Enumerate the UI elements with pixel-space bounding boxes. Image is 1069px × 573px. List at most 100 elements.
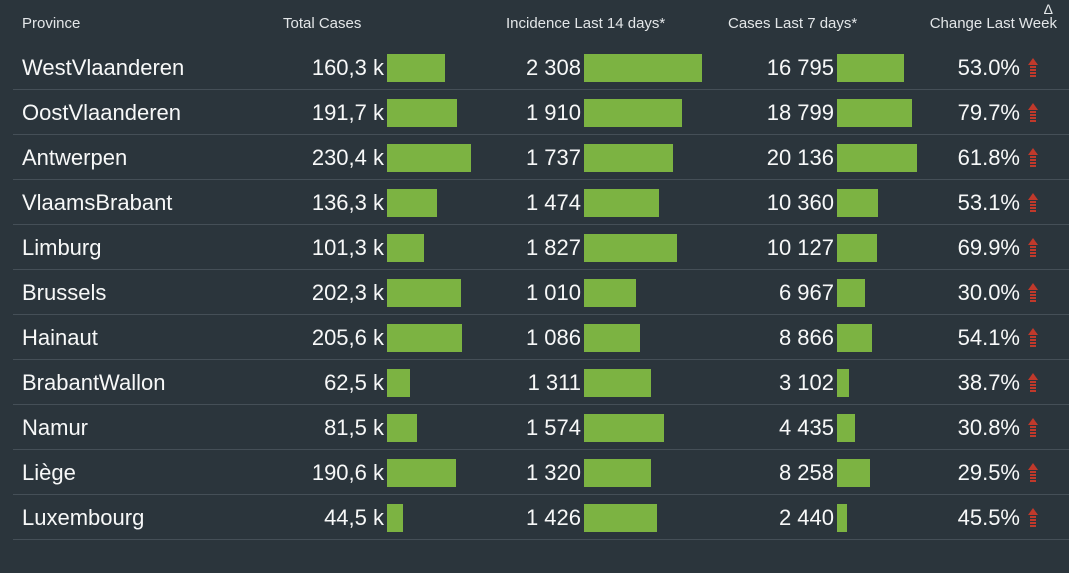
change-value: 54.1% <box>957 324 1020 350</box>
column-header-cases-7d[interactable]: Cases Last 7 days* <box>728 15 858 32</box>
trend-up-arrow-icon <box>1027 328 1038 347</box>
trend-up-arrow-icon <box>1027 103 1038 122</box>
total-cases-value: 44,5 k <box>324 504 384 530</box>
change-value: 30.8% <box>957 414 1020 440</box>
trend-up-arrow-icon <box>1027 463 1038 482</box>
change-value: 61.8% <box>957 144 1020 170</box>
incidence-value: 1 086 <box>525 324 581 350</box>
total-cases-value: 62,5 k <box>324 369 384 395</box>
cases-7d-bar <box>837 53 904 82</box>
table-header: Province Total Cases Incidence Last 14 d… <box>0 0 1069 45</box>
incidence-value: 2 308 <box>525 54 581 80</box>
province-name: BrabantWallon <box>22 369 166 395</box>
total-cases-bar <box>387 503 403 532</box>
table-row: OostVlaanderen 191,7 k 1 910 18 799 79.7… <box>0 90 1069 135</box>
incidence-value: 1 010 <box>525 279 581 305</box>
trend-up-arrow-icon <box>1027 373 1038 392</box>
province-name: OostVlaanderen <box>22 99 181 125</box>
table-row: Liège 190,6 k 1 320 8 258 29.5% <box>0 450 1069 495</box>
change-value: 69.9% <box>957 234 1020 260</box>
table-row: Limburg 101,3 k 1 827 10 127 69.9% <box>0 225 1069 270</box>
cases-7d-value: 10 127 <box>766 234 834 260</box>
table-row: Antwerpen 230,4 k 1 737 20 136 61.8% <box>0 135 1069 180</box>
incidence-bar <box>584 188 659 217</box>
cases-7d-value: 2 440 <box>778 504 834 530</box>
change-value: 29.5% <box>957 459 1020 485</box>
incidence-bar <box>584 98 682 127</box>
column-header-incidence-14d[interactable]: Incidence Last 14 days* <box>506 15 666 32</box>
incidence-value: 1 827 <box>525 234 581 260</box>
province-name: Hainaut <box>22 324 98 350</box>
total-cases-value: 190,6 k <box>311 459 384 485</box>
incidence-bar <box>584 323 640 352</box>
incidence-bar <box>584 233 677 262</box>
cases-7d-value: 20 136 <box>766 144 834 170</box>
change-value: 30.0% <box>957 279 1020 305</box>
table-body: WestVlaanderen 160,3 k 2 308 16 795 53.0… <box>0 45 1069 540</box>
column-header-total-cases[interactable]: Total Cases <box>283 15 362 32</box>
table-row: Luxembourg 44,5 k 1 426 2 440 45.5% <box>0 495 1069 540</box>
table-row: Brussels 202,3 k 1 010 6 967 30.0% <box>0 270 1069 315</box>
cases-7d-bar <box>837 143 917 172</box>
total-cases-bar <box>387 458 456 487</box>
total-cases-bar <box>387 278 461 307</box>
trend-up-arrow-icon <box>1027 283 1038 302</box>
cases-7d-value: 10 360 <box>766 189 834 215</box>
cases-7d-value: 8 258 <box>778 459 834 485</box>
change-value: 53.0% <box>957 54 1020 80</box>
table-row: VlaamsBrabant 136,3 k 1 474 10 360 53.1% <box>0 180 1069 225</box>
province-name: Namur <box>22 414 89 440</box>
incidence-bar <box>584 458 651 487</box>
change-value: 45.5% <box>957 504 1020 530</box>
incidence-bar <box>584 413 664 442</box>
province-name: WestVlaanderen <box>22 54 185 80</box>
incidence-value: 1 474 <box>525 189 581 215</box>
total-cases-bar <box>387 233 424 262</box>
province-name: VlaamsBrabant <box>22 189 173 215</box>
cases-7d-bar <box>837 278 865 307</box>
column-header-province[interactable]: Province <box>22 15 81 32</box>
trend-up-arrow-icon <box>1027 418 1038 437</box>
total-cases-value: 81,5 k <box>324 414 384 440</box>
table-row: WestVlaanderen 160,3 k 2 308 16 795 53.0… <box>0 45 1069 90</box>
incidence-value: 1 910 <box>525 99 581 125</box>
incidence-value: 1 737 <box>525 144 581 170</box>
cases-7d-bar <box>837 98 912 127</box>
cases-7d-value: 8 866 <box>778 324 834 350</box>
incidence-bar <box>584 143 673 172</box>
change-value: 38.7% <box>957 369 1020 395</box>
total-cases-bar <box>387 98 457 127</box>
cases-7d-bar <box>837 188 878 217</box>
total-cases-bar <box>387 188 437 217</box>
total-cases-bar <box>387 53 445 82</box>
column-header-change-last-week[interactable]: Change Last Week <box>929 15 1057 32</box>
cases-7d-value: 16 795 <box>766 54 834 80</box>
table-row: BrabantWallon 62,5 k 1 311 3 102 38.7% <box>0 360 1069 405</box>
cases-7d-value: 3 102 <box>778 369 834 395</box>
trend-up-arrow-icon <box>1027 508 1038 527</box>
incidence-bar <box>584 278 636 307</box>
change-value: 79.7% <box>957 99 1020 125</box>
cases-7d-bar <box>837 233 877 262</box>
cases-7d-value: 4 435 <box>778 414 834 440</box>
total-cases-bar <box>387 143 471 172</box>
trend-up-arrow-icon <box>1027 238 1038 257</box>
province-name: Limburg <box>22 234 102 260</box>
total-cases-value: 160,3 k <box>311 54 384 80</box>
province-name: Liège <box>22 459 76 485</box>
cases-7d-value: 18 799 <box>766 99 834 125</box>
table-row: Hainaut 205,6 k 1 086 8 866 54.1% <box>0 315 1069 360</box>
trend-up-arrow-icon <box>1027 148 1038 167</box>
incidence-bar <box>584 368 651 397</box>
incidence-value: 1 574 <box>525 414 581 440</box>
incidence-value: 1 426 <box>525 504 581 530</box>
total-cases-value: 101,3 k <box>311 234 384 260</box>
total-cases-value: 136,3 k <box>311 189 384 215</box>
province-name: Brussels <box>22 279 107 305</box>
incidence-bar <box>584 503 657 532</box>
delta-symbol: Δ <box>1043 1 1053 17</box>
total-cases-value: 205,6 k <box>311 324 384 350</box>
cases-7d-bar <box>837 503 847 532</box>
total-cases-value: 230,4 k <box>311 144 384 170</box>
